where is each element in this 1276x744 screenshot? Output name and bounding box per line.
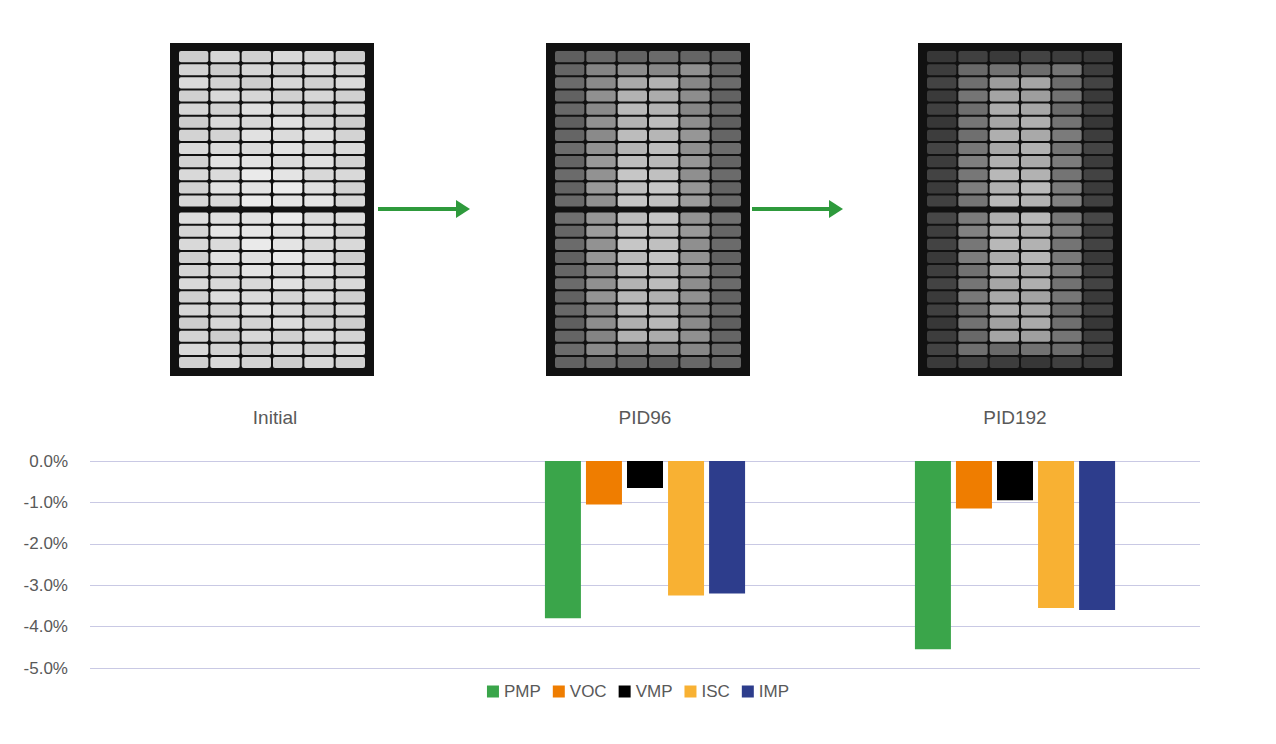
svg-text:-5.0%: -5.0% <box>24 659 68 678</box>
svg-text:VOC: VOC <box>570 682 607 701</box>
svg-text:-1.0%: -1.0% <box>24 493 68 512</box>
svg-text:0.0%: 0.0% <box>29 452 68 471</box>
svg-text:Initial: Initial <box>253 407 297 428</box>
svg-text:PID192: PID192 <box>983 407 1046 428</box>
svg-text:-2.0%: -2.0% <box>24 534 68 553</box>
svg-text:PID96: PID96 <box>619 407 672 428</box>
svg-text:-4.0%: -4.0% <box>24 617 68 636</box>
svg-text:ISC: ISC <box>701 682 729 701</box>
svg-text:IMP: IMP <box>759 682 789 701</box>
svg-text:-3.0%: -3.0% <box>24 576 68 595</box>
svg-text:VMP: VMP <box>636 682 673 701</box>
svg-text:PMP: PMP <box>504 682 541 701</box>
